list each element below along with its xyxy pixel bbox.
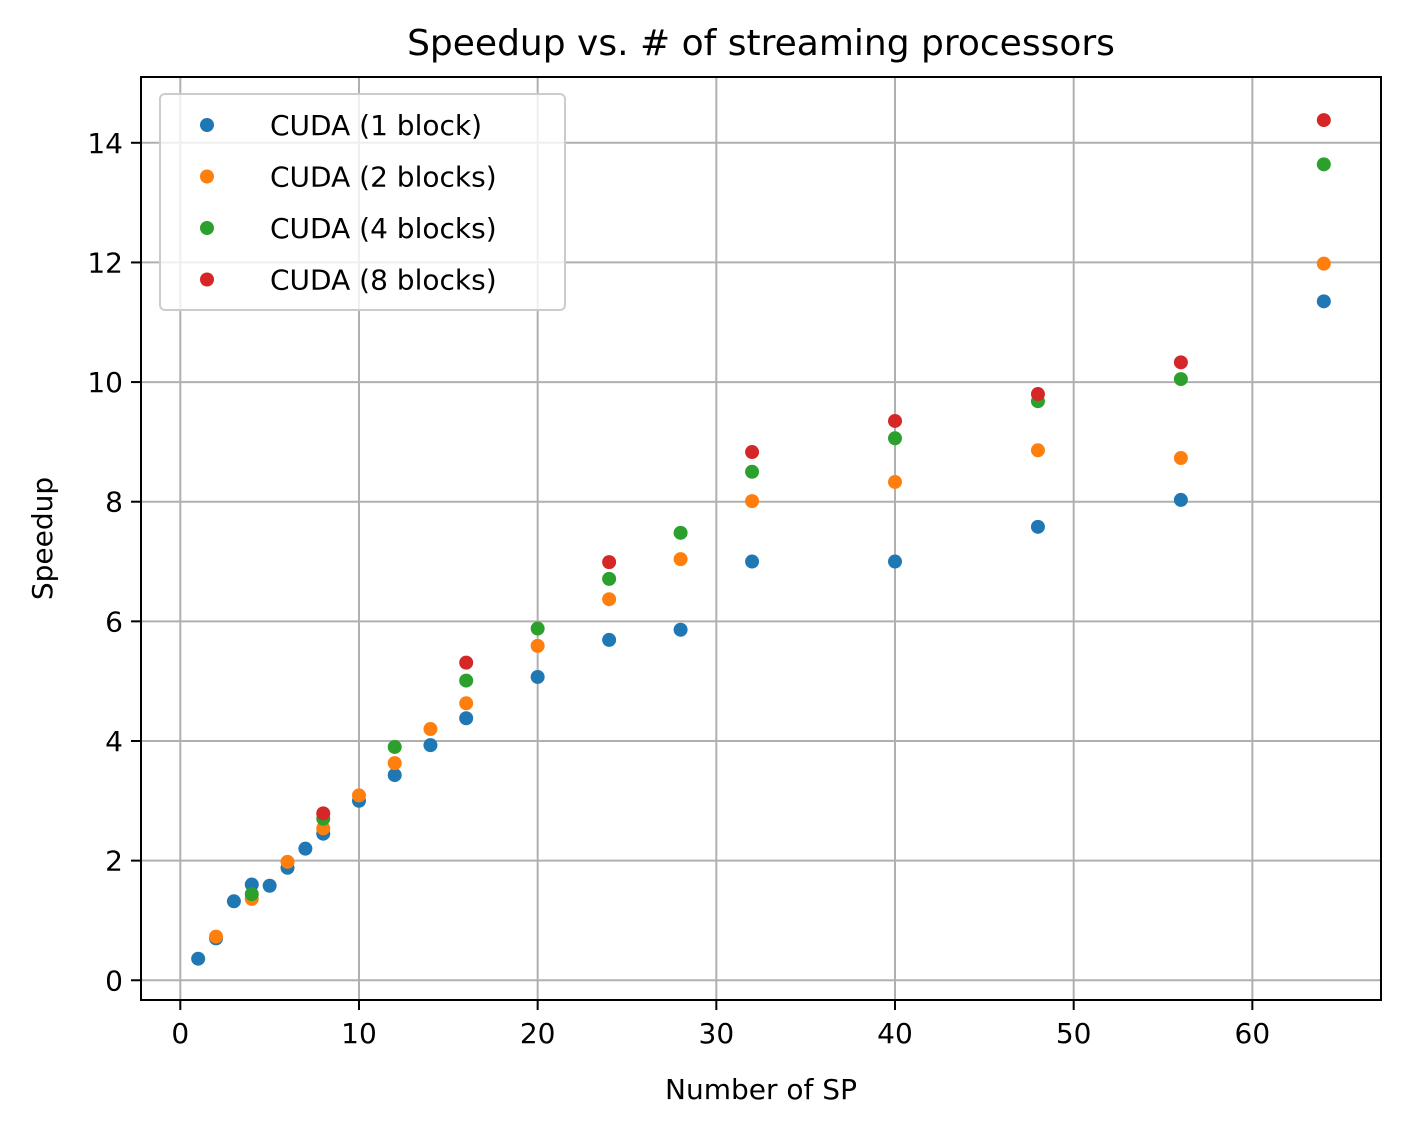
data-point — [888, 431, 903, 446]
data-point — [1173, 372, 1188, 387]
y-tick-label: 0 — [105, 964, 123, 997]
y-tick-label: 14 — [87, 127, 123, 160]
data-point — [459, 655, 474, 670]
x-tick-label: 60 — [1235, 1017, 1271, 1050]
legend: CUDA (1 block) CUDA (2 blocks) CUDA (4 blo… — [159, 93, 566, 311]
x-axis-label: Number of SP — [665, 1073, 857, 1106]
legend-box — [159, 93, 566, 311]
data-point — [1316, 256, 1331, 271]
data-point — [298, 841, 313, 856]
x-tick-label: 30 — [699, 1017, 735, 1050]
x-axis-ticks: 0 10 20 30 40 50 60 — [171, 1000, 1270, 1050]
plot-area-frame — [140, 76, 1382, 1001]
legend-marker — [200, 118, 214, 132]
data-point — [602, 632, 617, 647]
data-point — [191, 951, 206, 966]
data-point — [1173, 451, 1188, 466]
data-point — [387, 756, 402, 771]
data-point — [745, 554, 760, 569]
data-point — [888, 474, 903, 489]
data-point — [244, 877, 259, 892]
data-point — [745, 464, 760, 479]
chart-title: Speedup vs. # of streaming processors — [407, 23, 1115, 64]
y-tick-label: 2 — [105, 845, 123, 878]
y-tick-label: 8 — [105, 486, 123, 519]
data-point — [673, 622, 688, 637]
data-point — [423, 722, 438, 737]
y-tick-label: 12 — [87, 246, 123, 279]
data-point — [1030, 519, 1045, 534]
data-point — [1316, 294, 1331, 309]
data-point — [226, 894, 241, 909]
y-tick-label: 6 — [105, 605, 123, 638]
data-point — [316, 821, 331, 836]
data-point — [888, 413, 903, 428]
data-point — [1316, 113, 1331, 128]
data-point — [745, 494, 760, 509]
data-point — [244, 887, 259, 902]
legend-label: CUDA (8 blocks) — [270, 264, 497, 297]
x-tick-label: 20 — [520, 1017, 556, 1050]
data-point — [1030, 387, 1045, 402]
y-tick-label: 4 — [105, 725, 123, 758]
data-point — [387, 768, 402, 783]
data-point — [1173, 492, 1188, 507]
data-point — [1316, 157, 1331, 172]
x-tick-label: 10 — [341, 1017, 377, 1050]
data-point — [459, 696, 474, 711]
x-tick-label: 0 — [171, 1017, 189, 1050]
data-point — [602, 592, 617, 607]
data-point — [530, 669, 545, 684]
data-point — [459, 711, 474, 726]
data-point — [316, 806, 331, 821]
data-point — [673, 525, 688, 540]
y-axis-ticks: 0 2 4 6 8 10 12 14 — [87, 127, 141, 997]
data-point — [602, 571, 617, 586]
legend-marker — [200, 272, 214, 287]
legend-marker — [200, 169, 214, 184]
legend-marker — [200, 221, 214, 235]
data-point — [745, 445, 760, 460]
data-point — [459, 673, 474, 688]
data-points — [191, 113, 1331, 966]
legend-label: CUDA (4 blocks) — [270, 212, 497, 245]
x-tick-label: 40 — [877, 1017, 913, 1050]
data-point — [602, 555, 617, 570]
series-group — [209, 256, 1331, 944]
data-point — [1173, 355, 1188, 370]
data-point — [530, 638, 545, 653]
legend-label: CUDA (2 blocks) — [270, 161, 497, 194]
data-point — [530, 621, 545, 636]
data-point — [673, 552, 688, 567]
data-point — [351, 788, 366, 803]
data-point — [209, 929, 224, 944]
y-tick-label: 10 — [87, 366, 123, 399]
data-point — [1030, 443, 1045, 458]
data-point — [280, 854, 295, 869]
x-tick-label: 50 — [1056, 1017, 1092, 1050]
legend-label: CUDA (1 block) — [270, 109, 482, 142]
data-point — [387, 739, 402, 754]
series-group — [316, 113, 1331, 821]
data-point — [888, 554, 903, 569]
data-point — [262, 878, 277, 893]
data-point — [423, 738, 438, 753]
y-axis-label: Speedup — [26, 477, 59, 600]
